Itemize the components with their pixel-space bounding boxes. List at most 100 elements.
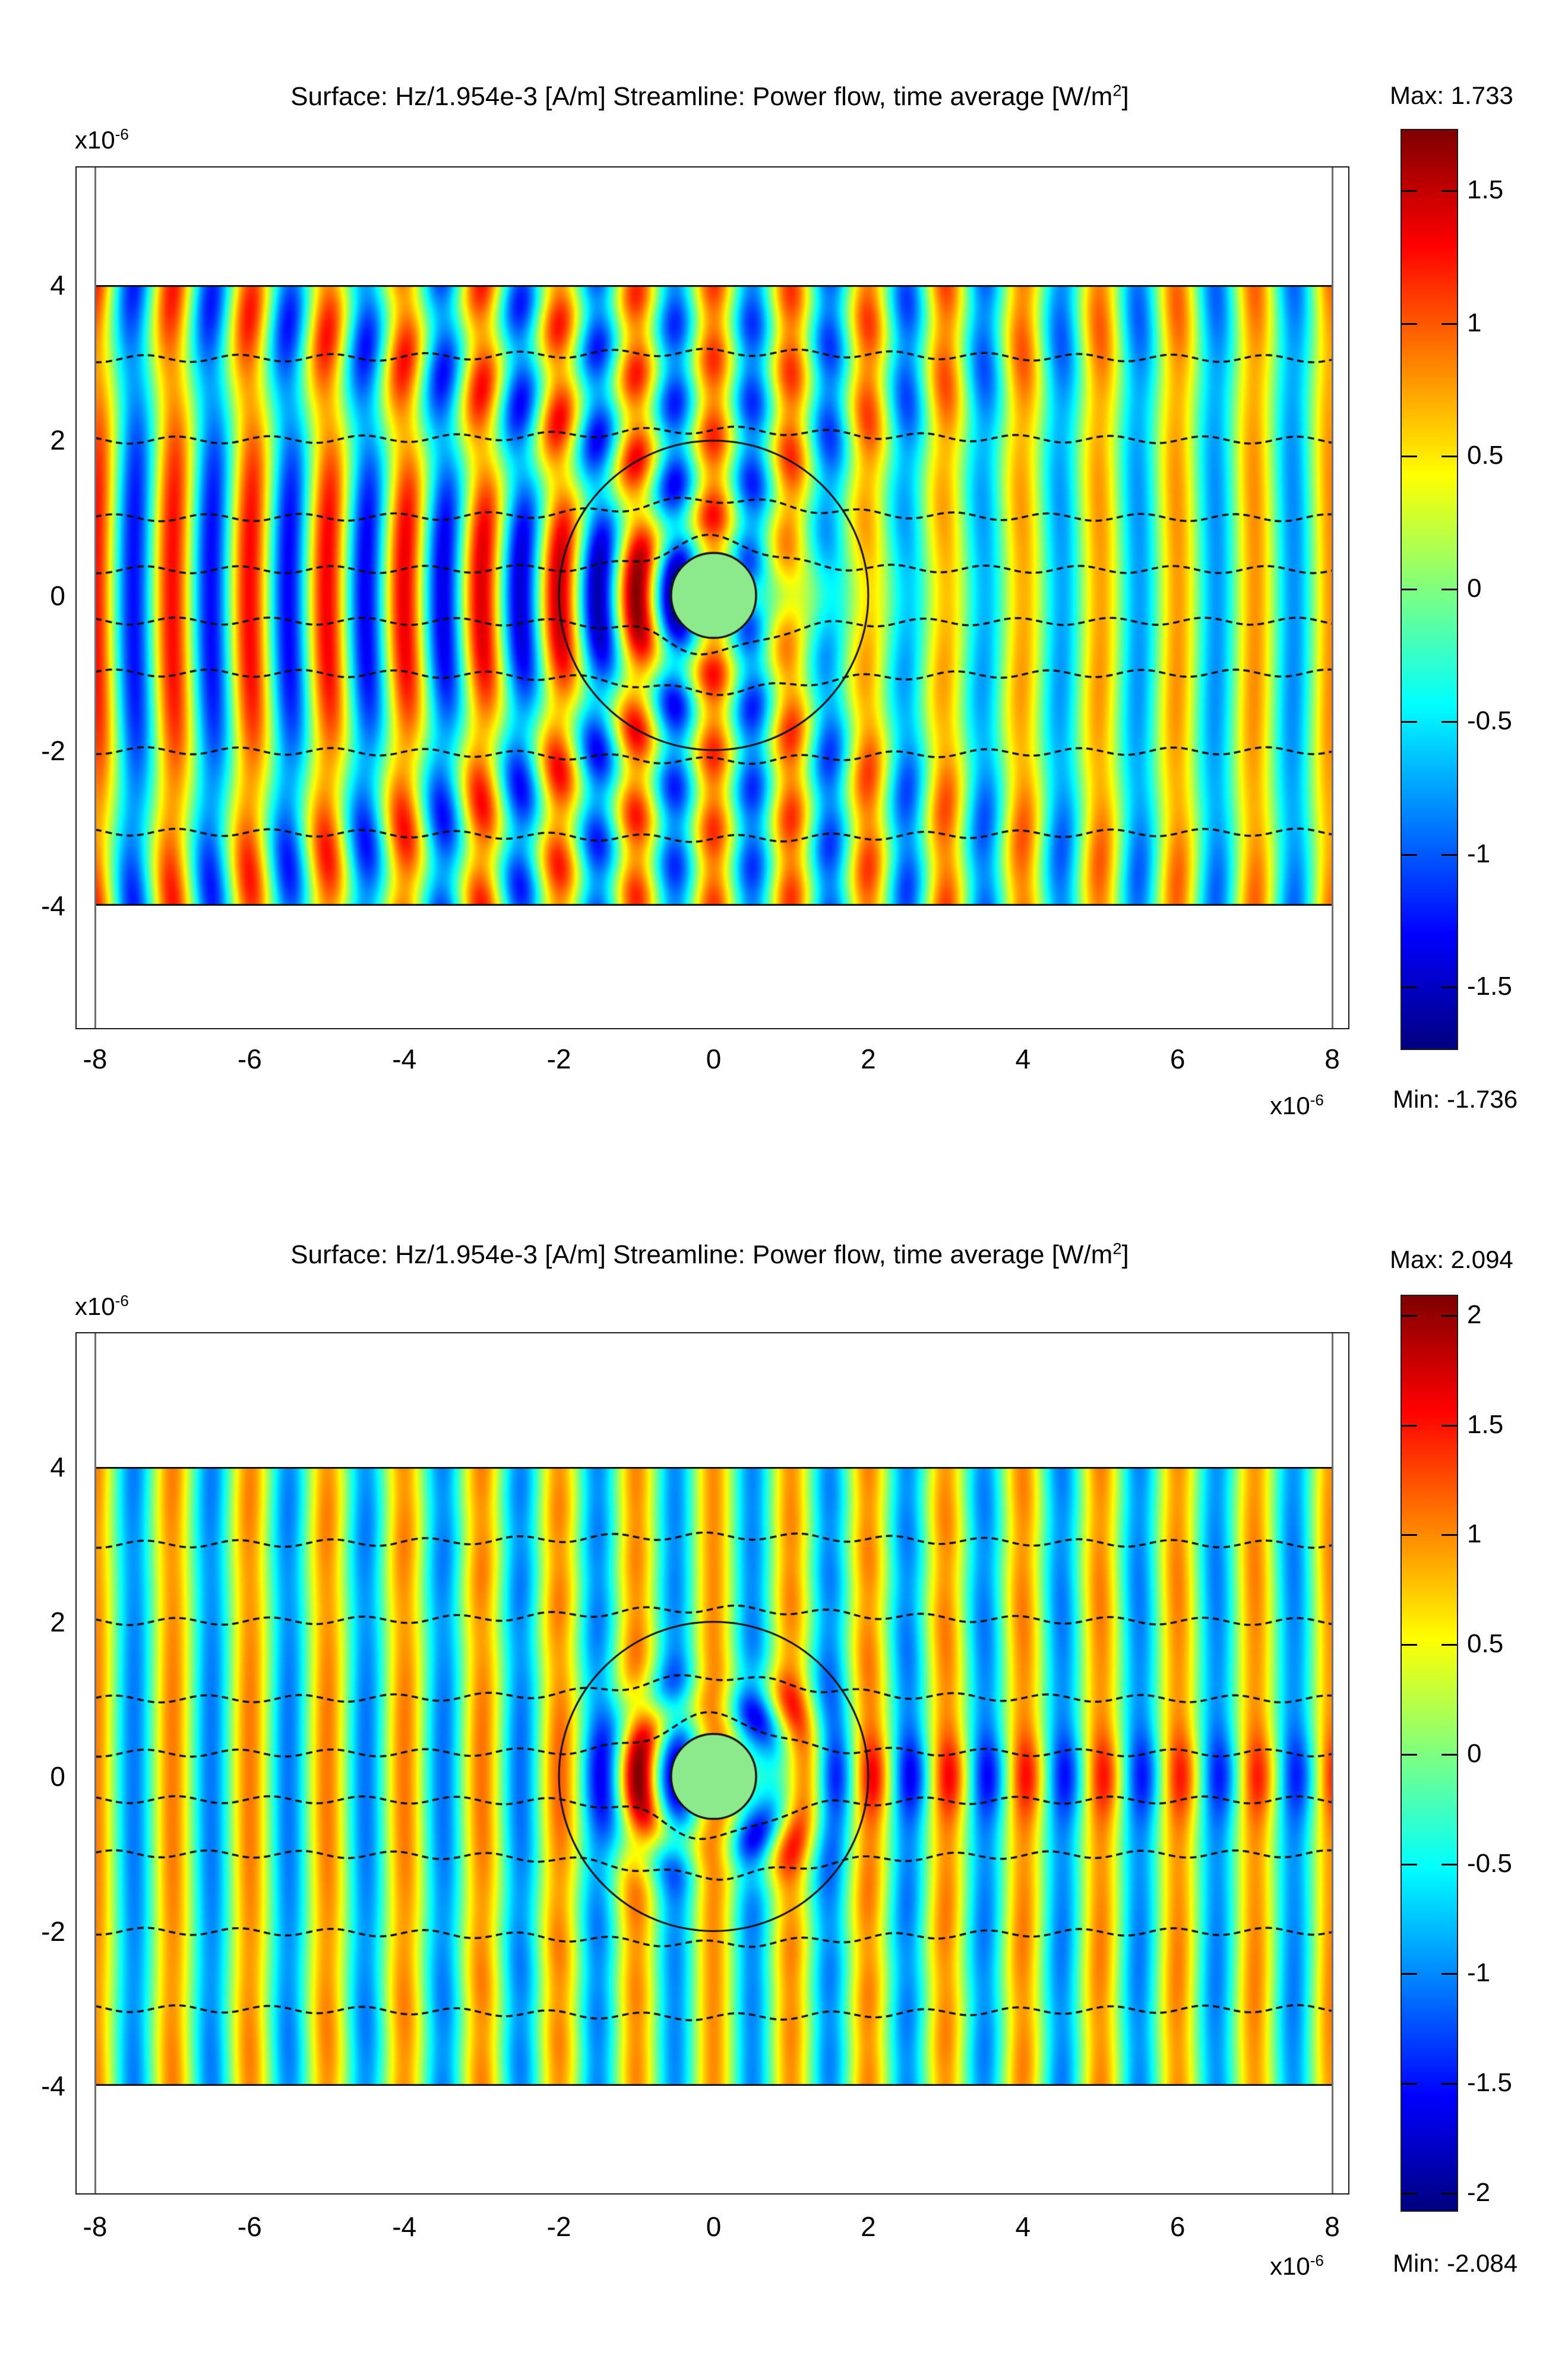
colorbar-tick-mark xyxy=(1402,1314,1417,1317)
plot1-left-domain-edge xyxy=(94,167,96,1028)
plot2-title-close: ] xyxy=(1121,1240,1129,1269)
x-tick-label: 6 xyxy=(1169,2211,1186,2242)
colorbar-tick-mark xyxy=(1441,721,1457,723)
plot2-y-axis-exponent: x10-6 xyxy=(75,1292,129,1320)
plot2-title-text: Surface: Hz/1.954e-3 [A/m] Streamline: P… xyxy=(290,1240,1113,1269)
colorbar-tick-label: 1 xyxy=(1467,1519,1482,1549)
colorbar-tick-label: 1.5 xyxy=(1467,1409,1504,1439)
plot2-left-domain-edge xyxy=(94,1333,96,2193)
colorbar-tick-mark xyxy=(1441,588,1457,590)
y-tick-label: 0 xyxy=(50,1761,65,1792)
plot2-title: Surface: Hz/1.954e-3 [A/m] Streamline: P… xyxy=(0,1240,1420,1270)
plot1-colorbar-max-label: Max: 1.733 xyxy=(1390,81,1513,109)
colorbar-tick-mark xyxy=(1441,456,1457,458)
colorbar-tick-label: 0.5 xyxy=(1467,1629,1504,1659)
plot1-field-canvas xyxy=(95,285,1332,906)
colorbar-tick-label: -0.5 xyxy=(1467,706,1512,736)
x-tick-label: -8 xyxy=(83,2211,108,2242)
plot2-colorbar-gradient xyxy=(1401,1295,1458,2212)
plot2-colorbar-max-label: Max: 2.094 xyxy=(1390,1245,1513,1273)
plot2-x-axis-exponent: x10-6 xyxy=(1270,2252,1324,2280)
colorbar-tick-mark xyxy=(1402,322,1417,325)
x-tick-label: 8 xyxy=(1324,2211,1340,2242)
x-tick-label: -4 xyxy=(392,2211,417,2242)
y-tick-label: -4 xyxy=(41,2070,65,2101)
colorbar-tick-mark xyxy=(1441,986,1457,989)
y-tick-label: -4 xyxy=(41,890,65,921)
colorbar-tick-mark xyxy=(1441,1863,1457,1865)
x-tick-label: 4 xyxy=(1015,2211,1031,2242)
x-tick-label: 6 xyxy=(1169,1044,1186,1074)
plot1-title: Surface: Hz/1.954e-3 [A/m] Streamline: P… xyxy=(0,82,1420,112)
y-tick-label: 4 xyxy=(50,1452,65,1482)
plot1-colorbar-min-label: Min: -1.736 xyxy=(1393,1085,1518,1113)
plot2-frame xyxy=(75,1332,1349,2195)
y-tick-label: 2 xyxy=(50,1606,65,1637)
colorbar-tick-mark xyxy=(1441,1314,1457,1317)
plot2-colorbar-min-label: Min: -2.084 xyxy=(1393,2249,1518,2277)
colorbar-tick-label: 1.5 xyxy=(1467,175,1504,205)
x-tick-label: 0 xyxy=(706,1044,722,1074)
colorbar-tick-label: -1.5 xyxy=(1467,2068,1512,2098)
x-tick-label: -6 xyxy=(237,1044,262,1074)
plot1-x-axis-exponent: x10-6 xyxy=(1270,1091,1324,1120)
colorbar-tick-label: 0 xyxy=(1467,1738,1482,1768)
y-tick-label: 4 xyxy=(50,270,65,301)
plot1-title-text: Surface: Hz/1.954e-3 [A/m] Streamline: P… xyxy=(290,82,1113,111)
y-tick-label: 0 xyxy=(50,580,65,611)
colorbar-tick-mark xyxy=(1402,1973,1417,1975)
colorbar-tick-label: 0.5 xyxy=(1467,441,1504,470)
x-tick-label: 2 xyxy=(861,1044,876,1074)
colorbar-tick-mark xyxy=(1402,1644,1417,1646)
y-tick-label: -2 xyxy=(41,735,65,766)
colorbar-tick-mark xyxy=(1402,2192,1417,2195)
colorbar-tick-mark xyxy=(1402,456,1417,458)
colorbar-tick-mark xyxy=(1402,588,1417,590)
x-tick-label: 0 xyxy=(706,2211,722,2242)
plot1-right-domain-edge xyxy=(1332,167,1333,1028)
plot2-right-domain-edge xyxy=(1332,1333,1333,2193)
colorbar-tick-label: -1 xyxy=(1467,1958,1491,1988)
colorbar-tick-mark xyxy=(1441,1424,1457,1427)
colorbar-tick-label: 1 xyxy=(1467,308,1482,337)
colorbar-tick-label: -1 xyxy=(1467,839,1491,868)
x-tick-label: 2 xyxy=(861,2211,876,2242)
y-tick-label: 2 xyxy=(50,425,65,456)
colorbar-tick-mark xyxy=(1402,1753,1417,1756)
colorbar-tick-mark xyxy=(1441,1534,1457,1536)
colorbar-tick-mark xyxy=(1402,1534,1417,1536)
colorbar-tick-mark xyxy=(1441,1644,1457,1646)
x-tick-label: -2 xyxy=(546,1044,571,1074)
colorbar-tick-mark xyxy=(1441,190,1457,192)
colorbar-tick-mark xyxy=(1402,2083,1417,2085)
colorbar-tick-mark xyxy=(1402,986,1417,989)
x-tick-label: 4 xyxy=(1015,1044,1031,1074)
colorbar-tick-mark xyxy=(1402,190,1417,192)
plot1-title-close: ] xyxy=(1121,82,1129,111)
colorbar-tick-mark xyxy=(1441,1973,1457,1975)
colorbar-tick-mark xyxy=(1441,2083,1457,2085)
x-tick-label: -2 xyxy=(546,2211,571,2242)
x-tick-label: -8 xyxy=(83,1044,108,1074)
colorbar-tick-label: -2 xyxy=(1467,2177,1491,2207)
x-tick-label: 8 xyxy=(1324,1044,1340,1074)
colorbar-tick-mark xyxy=(1441,322,1457,325)
y-tick-label: -2 xyxy=(41,1915,65,1947)
colorbar-tick-mark xyxy=(1402,1863,1417,1865)
colorbar-tick-label: 0 xyxy=(1467,573,1482,603)
colorbar-tick-label: -0.5 xyxy=(1467,1848,1512,1878)
plot1-title-superscript: 2 xyxy=(1112,81,1122,100)
colorbar-tick-mark xyxy=(1402,721,1417,723)
colorbar-tick-mark xyxy=(1402,853,1417,856)
plot1-frame xyxy=(75,166,1349,1029)
plot1-y-axis-exponent: x10-6 xyxy=(75,125,129,154)
colorbar-tick-label: -1.5 xyxy=(1467,972,1512,1001)
plot2-field-canvas xyxy=(95,1467,1332,2086)
x-tick-label: -4 xyxy=(392,1044,417,1074)
plot2-title-superscript: 2 xyxy=(1112,1239,1122,1258)
colorbar-tick-mark xyxy=(1441,853,1457,856)
x-tick-label: -6 xyxy=(237,2211,262,2242)
colorbar-tick-label: 2 xyxy=(1467,1299,1482,1329)
colorbar-tick-mark xyxy=(1402,1424,1417,1427)
